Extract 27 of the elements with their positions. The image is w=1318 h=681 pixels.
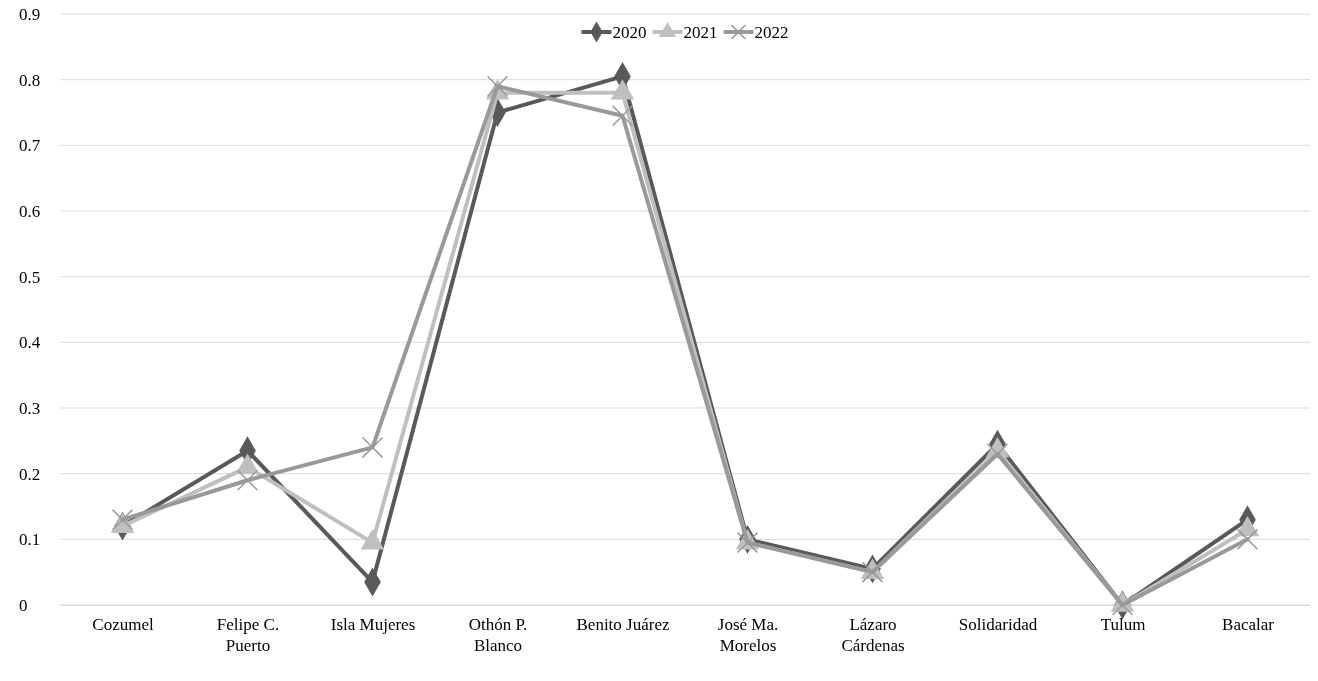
y-tick-label: 0.5 xyxy=(19,267,41,287)
legend-label: 2021 xyxy=(683,23,718,42)
y-tick-label: 0 xyxy=(19,595,28,615)
y-tick-label: 0.6 xyxy=(19,201,41,221)
point xyxy=(611,105,634,127)
y-tick-label: 0.9 xyxy=(19,4,41,24)
y-tick-label: 0.2 xyxy=(19,464,41,484)
x-tick-label: Bacalar xyxy=(1222,615,1275,635)
y-tick-label: 0.7 xyxy=(19,136,41,156)
point xyxy=(361,436,384,459)
y-tick-label: 0.1 xyxy=(19,530,41,550)
legend-label: 2020 xyxy=(612,23,647,42)
point xyxy=(1236,528,1259,551)
y-tick-label: 0.3 xyxy=(19,398,41,418)
y-tick-label: 0.4 xyxy=(19,333,41,353)
x-tick-label: Felipe C. Puerto xyxy=(216,615,280,655)
point xyxy=(236,469,259,491)
x-tick-label: José Ma. Morelos xyxy=(717,615,779,655)
x-tick-label: Solidaridad xyxy=(958,615,1038,635)
x-tick-label: Benito Juárez xyxy=(576,615,670,635)
legend-label: 2022 xyxy=(754,23,789,42)
x-tick-label: Othón P. Blanco xyxy=(468,615,528,655)
x-tick-label: Cozumel xyxy=(92,615,154,635)
x-tick-label: Isla Mujeres xyxy=(330,615,416,635)
x-tick-label: Lázaro Cárdenas xyxy=(841,615,905,655)
y-tick-label: 0.8 xyxy=(19,70,41,90)
x-tick-label: Tulum xyxy=(1100,615,1146,635)
